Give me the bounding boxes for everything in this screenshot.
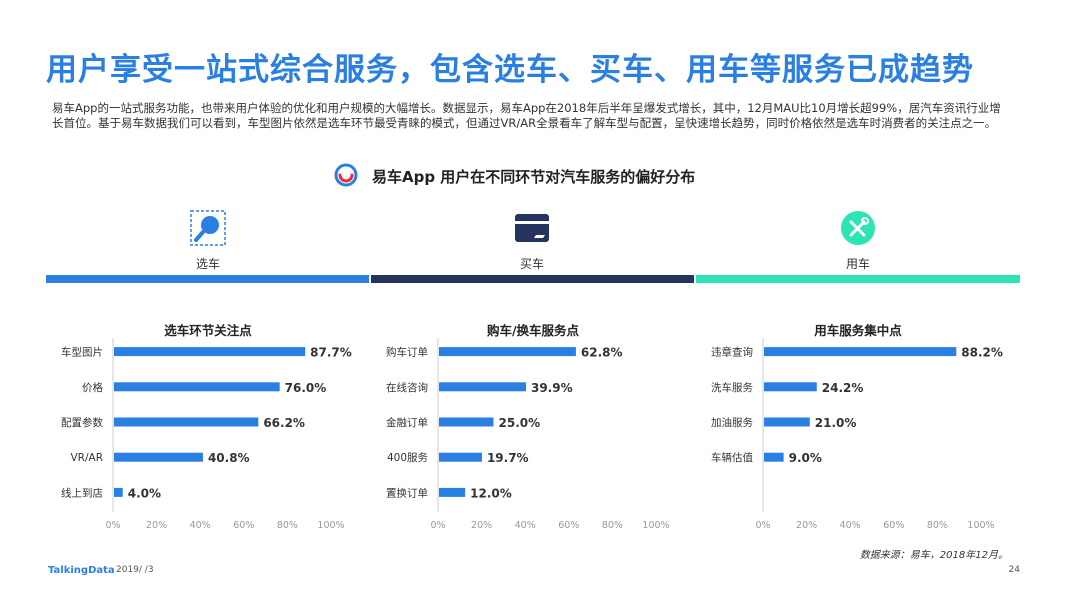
value-label: 19.7% [487,451,529,465]
category-label: VR/AR [71,452,104,464]
category-label: 违章查询 [711,346,753,359]
value-label: 87.7% [310,346,352,360]
tick-label: 0% [105,520,120,531]
value-label: 25.0% [499,416,541,430]
value-label: 40.8% [208,451,250,465]
tools-icon [841,211,875,245]
category-label: 加油服务 [711,416,753,429]
bar [764,452,784,462]
bar [114,452,203,462]
tick-label: 0% [430,520,445,531]
stage-bar-use [696,275,1020,283]
bar [439,347,576,357]
bar [114,417,259,427]
tick-label: 40% [515,520,536,531]
category-label: 金融订单 [386,416,428,429]
category-label: 配置参数 [61,416,103,429]
chart-subheading: 易车App 用户在不同环节对汽车服务的偏好分布 [0,163,1066,187]
tick-label: 20% [146,520,167,531]
category-label: 置换订单 [386,486,428,499]
page-title: 用户享受一站式综合服务，包含选车、买车、用车等服务已成趋势 [46,52,974,88]
stage-bar-select [46,275,369,283]
magnifier-icon [190,210,226,246]
yiche-logo-icon [334,163,358,187]
bar [439,382,526,392]
value-label: 24.2% [822,381,864,395]
data-source-note: 数据来源：易车，2018年12月。 [859,550,1008,561]
category-label: 400服务 [387,451,429,464]
tick-label: 60% [233,520,254,531]
value-label: 12.0% [470,486,512,500]
panel-title-select: 选车环节关注点 [164,323,252,338]
value-label: 62.8% [581,346,623,360]
tick-label: 60% [883,520,904,531]
tick-label: 80% [927,520,948,531]
category-label: 价格 [82,381,103,394]
bar [114,487,123,497]
panel-title-buy: 购车/换车服务点 [486,323,580,338]
page-number: 24 [1008,565,1020,575]
bar [764,347,957,357]
category-label: 在线咨询 [386,381,428,394]
stage-label-buy: 买车 [519,257,544,271]
tick-label: 100% [642,520,669,531]
card-icon [515,214,549,242]
value-label: 39.9% [531,381,573,395]
brand-logo: TalkingData [48,565,115,576]
tick-label: 40% [190,520,211,531]
bar [764,417,810,427]
tick-label: 80% [602,520,623,531]
stage-label-use: 用车 [845,257,870,271]
category-label: 购车订单 [386,346,428,359]
tick-label: 60% [558,520,579,531]
category-label: 线上到店 [61,486,103,499]
category-label: 车辆估值 [711,451,753,464]
value-label: 66.2% [263,416,305,430]
tick-label: 0% [755,520,770,531]
category-label: 车型图片 [61,346,103,359]
tick-label: 40% [840,520,861,531]
bar [764,382,817,392]
subheading-text: 易车App 用户在不同环节对汽车服务的偏好分布 [372,168,696,186]
bar [114,347,306,357]
bar [439,452,482,462]
value-label: 88.2% [961,346,1003,360]
tick-label: 20% [796,520,817,531]
category-label: 洗车服务 [711,381,753,394]
tick-label: 100% [317,520,344,531]
stage-bar-buy [371,275,694,283]
bar [439,417,494,427]
value-label: 21.0% [815,416,857,430]
footer-date: 2019/ /3 [116,565,154,575]
tick-label: 20% [471,520,492,531]
bar [439,487,466,497]
value-label: 9.0% [789,451,822,465]
bar [114,382,280,392]
panel-title-use: 用车服务集中点 [814,323,902,338]
tick-label: 80% [277,520,298,531]
stage-label-select: 选车 [195,257,220,271]
value-label: 4.0% [128,486,161,500]
value-label: 76.0% [285,381,327,395]
intro-paragraph: 易车App的一站式服务功能，也带来用户体验的优化和用户规模的大幅增长。数据显示，… [52,101,1001,130]
tick-label: 100% [967,520,994,531]
